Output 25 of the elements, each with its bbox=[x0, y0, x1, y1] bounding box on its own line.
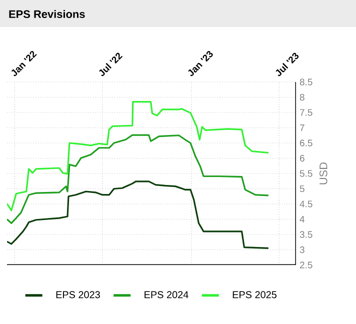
legend-label: EPS 2025 bbox=[232, 291, 277, 298]
y-tick-label: 4 bbox=[300, 216, 305, 223]
x-tick-label: Jan '22 bbox=[11, 50, 37, 76]
y-tick-label: 8.5 bbox=[300, 78, 312, 86]
y-tick-label: 6.5 bbox=[300, 140, 312, 146]
line-series bbox=[7, 101, 270, 212]
line-series bbox=[7, 134, 270, 224]
y-tick-label: 2.5 bbox=[300, 262, 312, 268]
y-tick-label: 3 bbox=[300, 246, 304, 254]
y-tick-label: 5.5 bbox=[300, 170, 312, 177]
x-tick-label: Jan '23 bbox=[188, 50, 213, 76]
line-series bbox=[7, 180, 270, 250]
y-tick-label: 3.5 bbox=[300, 231, 312, 238]
legend-label: EPS 2024 bbox=[144, 291, 188, 298]
y-tick-label: 8 bbox=[300, 94, 304, 101]
y-tick-label: 7 bbox=[300, 124, 304, 132]
y-axis-title: USD bbox=[320, 162, 328, 184]
y-tick-label: 7.5 bbox=[300, 109, 312, 116]
chart-title: EPS Revisions bbox=[9, 10, 85, 18]
x-tick-label: Jul '23 bbox=[276, 52, 299, 76]
y-tick-label: 4.5 bbox=[300, 200, 312, 208]
y-tick-label: 5 bbox=[300, 185, 304, 192]
x-tick-label: Jul '22 bbox=[99, 52, 123, 76]
legend-label: EPS 2023 bbox=[56, 291, 100, 298]
y-tick-label: 6 bbox=[300, 154, 304, 162]
